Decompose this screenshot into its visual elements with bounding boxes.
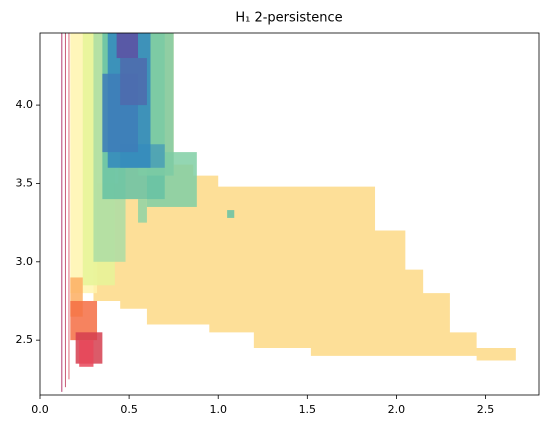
region [227, 210, 235, 218]
x-tick-label: 1.5 [299, 403, 317, 416]
region [61, 33, 63, 392]
x-tick-label: 2.0 [388, 403, 406, 416]
plot-frame [39, 32, 540, 396]
x-tick-label: 2.5 [477, 403, 495, 416]
x-tick-label: 0.0 [31, 403, 49, 416]
region [64, 33, 66, 388]
y-tick-label: 2.5 [16, 333, 34, 346]
region [93, 33, 516, 361]
region [138, 199, 147, 223]
region [120, 58, 147, 106]
y-tick-label: 3.0 [16, 255, 34, 268]
chart-title: H₁ 2-persistence [235, 11, 342, 26]
region [116, 33, 139, 59]
y-tick-label: 4.0 [16, 98, 34, 111]
x-tick-label: 1.0 [209, 403, 227, 416]
y-tick-label: 3.5 [16, 176, 34, 189]
x-tick-label: 0.5 [120, 403, 138, 416]
region [68, 33, 70, 380]
region [79, 340, 94, 367]
